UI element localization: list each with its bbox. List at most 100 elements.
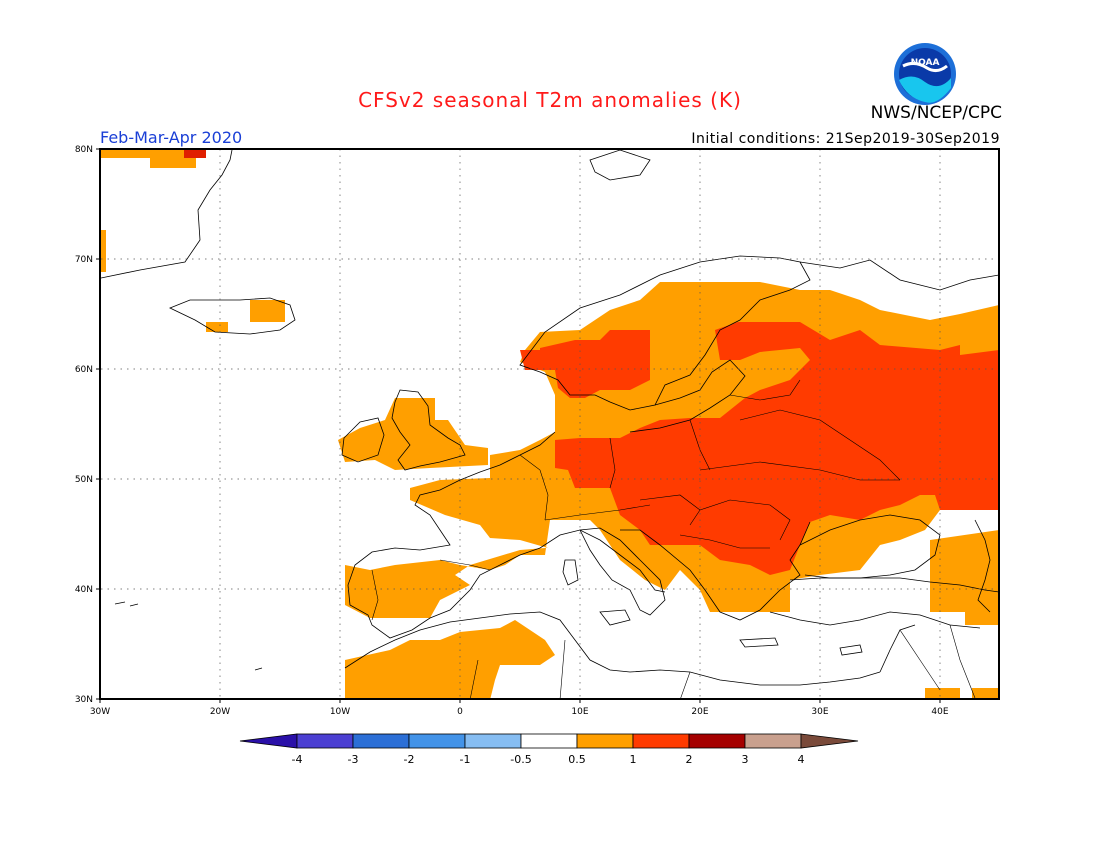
coast-levant [879,624,916,673]
anomaly-fill-extreme [184,149,206,158]
coast-azores [114,601,139,607]
border-spain-portugal [371,569,379,621]
border-maghreb [469,639,691,699]
coast-italy [579,527,666,616]
legend-swatch-7 [632,733,690,749]
border-baltics [729,379,801,401]
lon-label-20w: 20W [210,707,230,717]
coast-britain [391,389,466,471]
lat-label-40n: 40N [75,585,93,595]
legend-swatch-2 [352,733,410,749]
legend-label-4: 4 [798,753,805,766]
coast-europe-west [347,431,666,639]
lon-label-0: 0 [457,707,463,717]
lon-label-10e: 10E [571,707,588,717]
legend-swatch-4 [464,733,522,749]
axis-labels: 80N 70N 60N 50N 40N 30N 30W 20W 10W 0 10… [75,145,949,717]
border-balkans-inner [679,534,770,549]
anom-fill-turkey-east [930,530,999,625]
legend-label-minus0-5: -0.5 [510,753,531,766]
map-title: CFSv2 seasonal T2m anomalies (K) [358,88,742,112]
coast-balkans [620,521,811,621]
coast-caspian [974,519,991,613]
lon-label-20e: 20E [691,707,708,717]
coast-kola-white-sea [799,259,999,291]
coast-sicily [599,609,631,626]
lon-label-30e: 30E [811,707,828,717]
coast-scandinavia [519,255,811,411]
legend-label-3: 3 [742,753,749,766]
anom-fill-greenland-cell [184,149,206,158]
lon-label-10w: 10W [330,707,350,717]
lat-label-50n: 50N [75,475,93,485]
coast-sardinia [562,559,579,586]
lat-label-60n: 60N [75,365,93,375]
coast-svalbard [589,149,651,181]
coast-iceland [169,297,296,335]
anom-fill-greenland-top [101,149,196,168]
legend-label-minus2: -2 [404,753,415,766]
map-frame [99,148,1000,700]
country-borders [371,379,976,699]
legend-arrow-high [800,733,859,749]
anomaly-fill-high [520,322,999,575]
legend-label-2: 2 [686,753,693,766]
legend-label-0-5: 0.5 [568,753,586,766]
legend-swatch-6 [576,733,634,749]
anom-fill-greenland-edge [101,230,106,272]
logo-text: NOAA [911,58,940,68]
coast-turkey [789,577,999,593]
agency-label: NWS/NCEP/CPC [870,103,1002,123]
legend-label-minus4: -4 [292,753,303,766]
legend-swatch-3 [408,733,466,749]
anom-fill-iceland-east [250,300,285,322]
coast-ireland [341,417,385,463]
legend-swatch-8 [688,733,746,749]
coast-turkey-south [769,611,981,629]
forecast-period: Feb-Mar-Apr 2020 [100,128,243,147]
anom-fill-russia-east-europe [555,322,999,575]
anom-fill-norway [540,330,650,398]
legend-swatch-5 [520,733,578,749]
lat-label-70n: 70N [75,255,93,265]
border-alps [544,504,651,521]
coast-crete [739,637,779,648]
coast-greenland [101,149,233,279]
border-russia-belarus [739,409,851,441]
lon-label-30w: 30W [90,707,110,717]
coast-cyprus [839,644,863,656]
lat-label-80n: 80N [75,145,93,155]
legend-arrow-low [239,733,298,749]
border-hungary [639,494,701,526]
anom-fill-north-africa [345,620,555,699]
anom-fill-mideast-east [972,688,999,698]
noaa-logo: NOAA [894,43,956,105]
legend-swatch-9 [744,733,802,749]
border-poland-belarus [689,419,711,471]
color-bar-legend: -4 -3 -2 -1 -0.5 0.5 1 2 3 4 [239,733,859,766]
initial-conditions: Initial conditions: 21Sep2019-30Sep2019 [691,131,1000,147]
logo-wave [899,76,951,103]
border-ukraine [699,461,900,481]
legend-label-minus3: -3 [348,753,359,766]
border-romania [699,499,791,541]
border-mideast [899,624,976,699]
anom-fill-iceland [206,322,228,332]
coast-baltic [629,359,746,433]
coast-madeira [254,667,263,671]
map-body [101,149,999,699]
border-russia-ukraine [849,439,901,481]
anom-fill-scotland-edge [520,350,540,370]
anom-fill-britain [338,398,488,470]
lat-label-30n: 30N [75,695,93,705]
logo-bird [902,61,948,73]
coast-north-africa [344,611,881,686]
border-spain-france [439,559,491,571]
lon-label-40e: 40E [931,707,948,717]
legend-swatch-1 [296,733,354,749]
anom-fill-mideast [925,688,960,698]
legend-label-minus1: -1 [460,753,471,766]
tick-marks [96,148,941,703]
coastlines [101,149,999,686]
